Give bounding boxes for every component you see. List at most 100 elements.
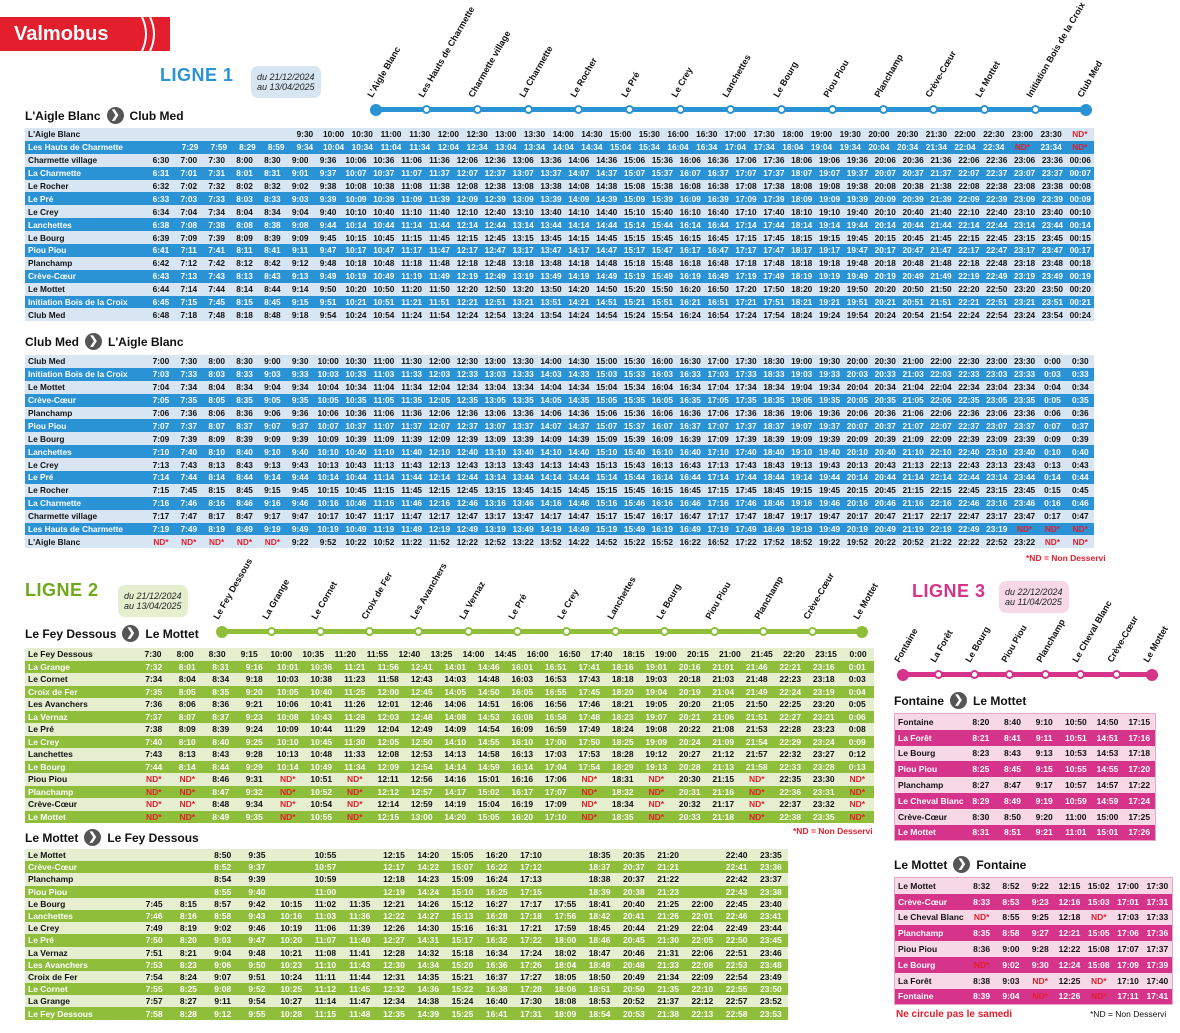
departure-time: 0:33 — [1071, 369, 1089, 380]
departure-time: 12:41 — [410, 661, 433, 672]
stop-label: Initiation Bois de la Croix — [1024, 0, 1088, 99]
stop-label: La Grange — [260, 577, 292, 621]
ligne3-ret-timetable: Le Mottet 8:32 8:52 9:22 12:15 15:02 17:00 17:3… — [894, 877, 1173, 1006]
departure-time: ND* — [279, 811, 296, 822]
departure-time: 10:52 — [310, 786, 333, 797]
stop-name: Lanchettes — [28, 911, 73, 922]
ligne1-nd-note: *ND = Non Desservi — [1026, 553, 1106, 563]
departure-time: 19:17 — [818, 245, 841, 256]
departure-time: 9:14 — [291, 284, 309, 295]
stop-name: Le Bourg — [28, 898, 66, 909]
departure-time: 10:45 — [310, 736, 333, 747]
departure-time: 20:30 — [874, 356, 896, 367]
departure-time: 18:37 — [763, 420, 785, 431]
departure-time: 18:24 — [791, 309, 813, 320]
departure-time: 10:24 — [345, 309, 367, 320]
departure-time: 17:52 — [763, 536, 785, 547]
departure-time: 17:43 — [735, 459, 757, 470]
departure-time: 8:42 — [264, 258, 281, 269]
departure-time: ND* — [346, 786, 363, 797]
departure-time: 15:35 — [623, 395, 646, 406]
departure-time: 10:59 — [1064, 795, 1087, 806]
departure-time: 11:39 — [349, 923, 371, 934]
departure-time: 22:17 — [930, 511, 952, 522]
departure-time: 0:06 — [848, 711, 866, 722]
departure-time: 15:02 — [477, 786, 500, 797]
departure-time: 17:45 — [763, 232, 785, 243]
departure-time: 7:47 — [180, 511, 198, 522]
departure-time: 8:44 — [212, 761, 230, 772]
departure-time: 23:44 — [1041, 219, 1064, 230]
departure-time: ND* — [179, 774, 196, 785]
departure-time: 7:58 — [145, 1008, 163, 1019]
departure-time: 10:38 — [310, 674, 333, 685]
departure-time: 11:07 — [401, 168, 423, 179]
departure-time: 19:36 — [846, 155, 869, 166]
departure-time: 21:16 — [902, 498, 924, 509]
departure-time: 12:14 — [377, 799, 400, 810]
departure-time: 15:08 — [623, 181, 646, 191]
departure-time: 18:43 — [763, 459, 785, 470]
departure-time: 20:10 — [874, 206, 896, 217]
departure-time: 16:56 — [544, 699, 567, 710]
departure-time: 13:18 — [512, 258, 534, 269]
departure-time: 15:07 — [623, 168, 646, 179]
departure-time: 11:11 — [315, 971, 336, 982]
departure-time: 14:00 — [540, 356, 562, 367]
departure-time: 12:03 — [377, 711, 400, 722]
departure-time: 20:33 — [874, 369, 896, 380]
departure-time: 0:15 — [1044, 485, 1061, 496]
departure-time: 23:06 — [1013, 155, 1036, 166]
departure-time: 13:10 — [512, 206, 534, 217]
departure-time: 11:09 — [373, 433, 395, 444]
departure-time: 12:27 — [383, 935, 405, 946]
departure-time: 16:51 — [707, 297, 729, 308]
departure-time: 6:30 — [152, 155, 170, 166]
departure-time: 22:00 — [930, 356, 952, 367]
departure-time: 0:43 — [1071, 459, 1089, 470]
departure-time: 23:21 — [1013, 297, 1036, 308]
departure-time: 17:49 — [735, 524, 757, 535]
departure-time: 14:24 — [568, 309, 590, 320]
departure-time: 0:17 — [1044, 511, 1061, 522]
departure-time: 6:45 — [152, 297, 170, 308]
departure-time: 9:34 — [291, 382, 309, 393]
departure-time: 0:00 — [849, 649, 867, 660]
departure-time: 23:15 — [815, 649, 837, 660]
stop-name: Le Cheval Blanc — [898, 795, 964, 806]
departure-time: 15:47 — [651, 245, 674, 256]
departure-time: 17:06 — [707, 408, 729, 418]
departure-time: 13:46 — [512, 498, 534, 509]
departure-time: 9:48 — [248, 947, 266, 958]
departure-time: 14:01 — [444, 661, 467, 672]
departure-time: 9:54 — [248, 996, 266, 1007]
stop-name: Initiation Bois de la Croix — [28, 297, 128, 308]
departure-time: 9:42 — [248, 898, 266, 909]
departure-time: 13:24 — [512, 309, 534, 320]
departure-time: 6:42 — [152, 258, 170, 269]
departure-time: 9:02 — [291, 181, 309, 191]
stop-marker — [1111, 670, 1121, 679]
departure-time: 19:06 — [818, 155, 841, 166]
departure-time: 18:49 — [763, 524, 785, 535]
departure-time: 9:03 — [1002, 975, 1020, 986]
departure-time: 20:21 — [678, 711, 701, 722]
departure-time: 19:48 — [846, 258, 869, 269]
departure-time: 14:13 — [444, 749, 467, 760]
departure-time: 10:24 — [280, 971, 303, 982]
departure-time: 11:22 — [401, 536, 423, 547]
departure-time: 23:41 — [760, 911, 782, 922]
departure-time: 21:51 — [745, 711, 768, 722]
departure-time: 8:43 — [1004, 748, 1022, 759]
departure-time: 9:11 — [214, 996, 231, 1007]
departure-time: 11:40 — [429, 206, 450, 217]
departure-time: 10:35 — [302, 649, 325, 660]
departure-time: 14:40 — [596, 206, 618, 217]
departure-time: 16:31 — [485, 923, 508, 934]
departure-time: 17:40 — [1146, 975, 1169, 986]
departure-time: 00:08 — [1069, 181, 1091, 191]
departure-time: 17:15 — [1128, 716, 1151, 727]
timetable-row: Charmette village 6:30 7:00 7:30 8:00 8:30 9:0… — [25, 153, 1094, 167]
departure-time: 13:06 — [484, 408, 506, 418]
departure-time: 16:40 — [485, 996, 508, 1007]
